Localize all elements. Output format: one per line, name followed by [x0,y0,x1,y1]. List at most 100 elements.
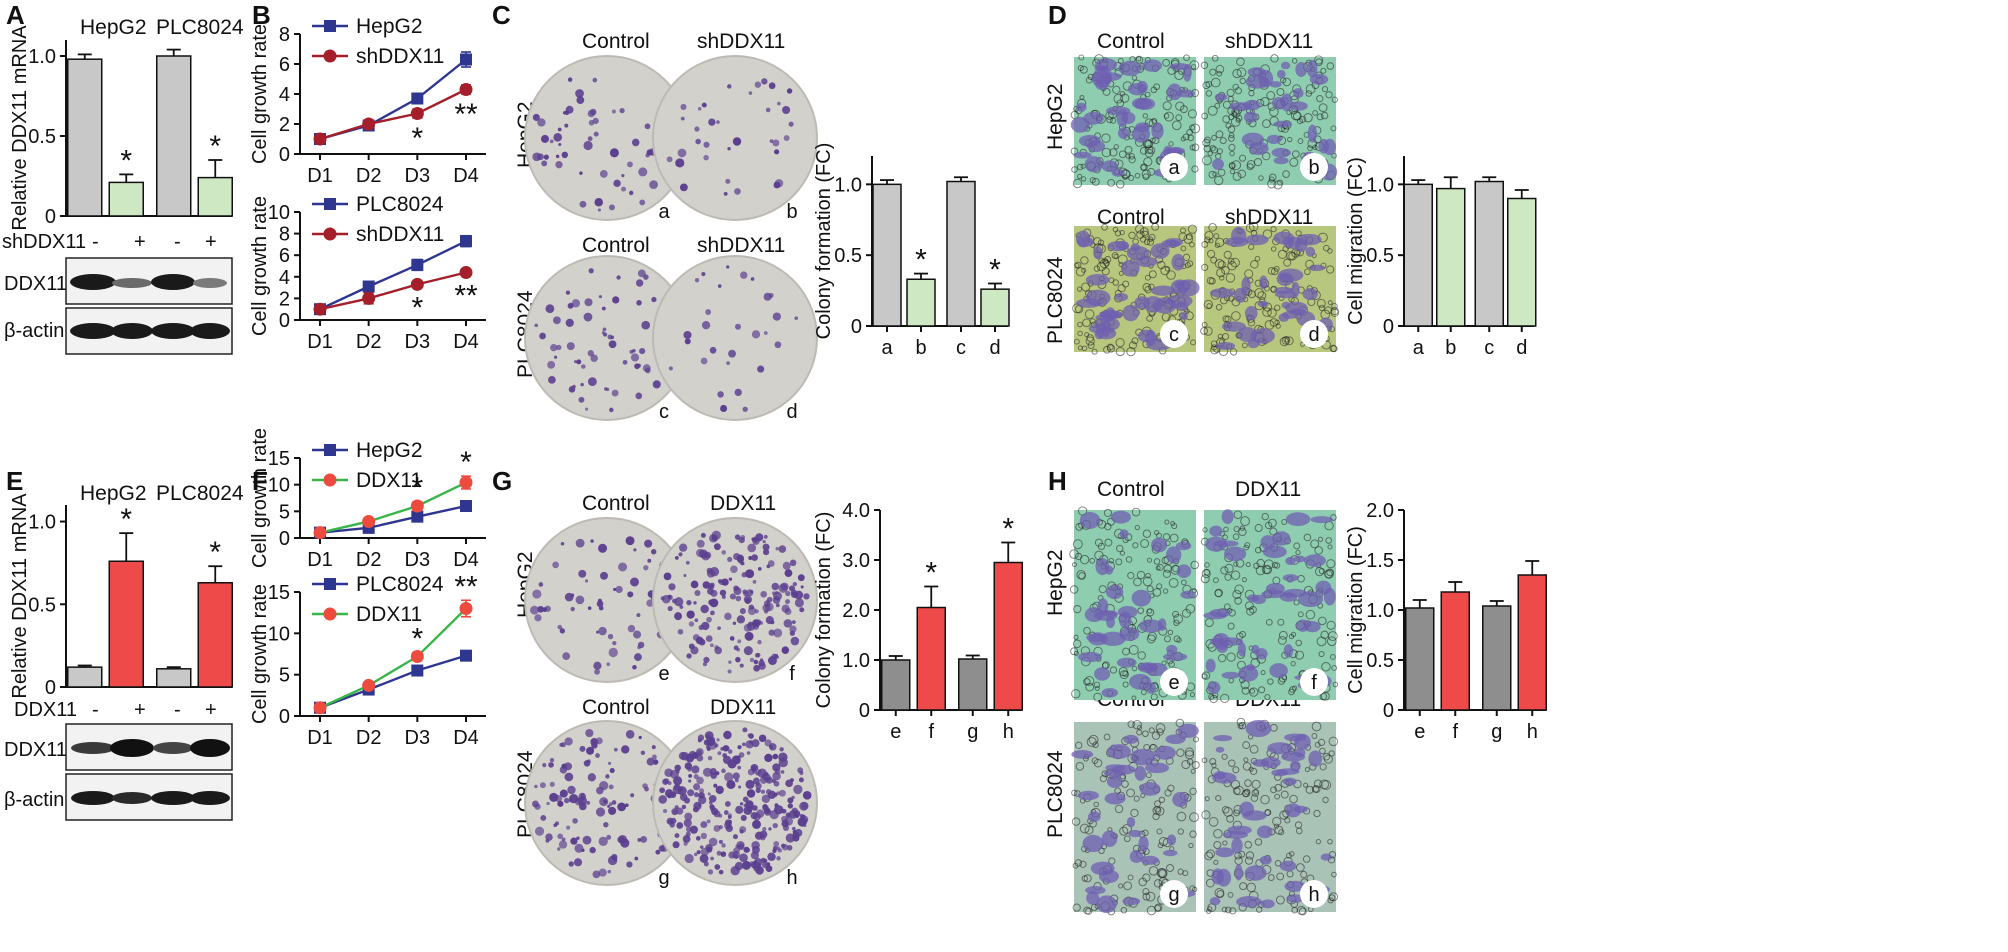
panel-label-g: G [492,466,512,496]
pore [1260,794,1270,805]
pore [1327,838,1333,845]
colony [658,845,666,852]
colony [585,407,589,411]
image-label-badge [1160,668,1188,696]
colony [588,119,595,126]
colony [785,599,790,605]
pore [1077,64,1084,72]
pore [1227,892,1234,898]
pore [1244,788,1251,795]
colony [675,158,685,168]
pore [1084,825,1094,835]
migrated-cell [1278,313,1290,322]
pore [1321,661,1331,672]
pore [1200,327,1209,335]
legend-marker [323,227,337,241]
pore [1222,840,1228,846]
pore [1155,565,1161,571]
pore [1297,138,1304,145]
y-tick-label: 0 [279,310,290,332]
colony [676,807,684,815]
colony [726,361,730,365]
image-label: c [1169,324,1179,346]
colony [717,284,722,288]
migrated-cell [1241,132,1265,147]
pore [1270,267,1279,276]
migrated-cell [1116,657,1137,668]
colony [599,169,608,178]
colony [758,734,767,743]
pore [1248,90,1255,97]
colony [580,382,584,387]
panel-label-h: H [1048,466,1067,496]
pore [1115,179,1125,189]
y-axis-label: Colony formation (FC) [813,143,835,340]
pore [1224,563,1234,573]
pore [1206,849,1216,859]
colony-dish: c [524,255,690,423]
bar [1507,197,1537,327]
pore [1232,171,1242,181]
pore [1213,840,1222,850]
legend-marker [323,473,337,487]
y-tick-label: 1.0 [842,650,870,672]
migrated-cell [1131,589,1152,607]
colony [626,861,633,868]
colony [587,136,593,142]
colony [581,364,586,369]
colony [579,745,586,752]
data-point [313,132,327,146]
pore [1329,654,1336,660]
migrated-cell [1114,292,1129,302]
colony [696,776,704,785]
y-axis-label: Cell growth rate [249,24,271,164]
colony [642,364,651,373]
colony [788,121,794,127]
colony [707,869,714,875]
colony [771,779,776,783]
pore [1080,256,1089,265]
bar [1403,183,1433,327]
pore [1331,152,1337,159]
migrated-cell [1090,861,1115,876]
y-tick-label: 0.5 [1366,650,1394,672]
colony [767,852,776,861]
pore [1201,673,1208,680]
colony [557,800,564,807]
colony [610,335,615,340]
pore [1103,508,1112,517]
migrated-cell [1209,525,1223,537]
pore [1132,720,1142,730]
pore [1239,882,1248,891]
colony [773,181,781,189]
pore [1201,757,1208,764]
migrated-cell [1283,644,1294,658]
migrated-cell [1163,652,1188,661]
pore [1076,286,1083,292]
pore [1115,347,1125,357]
g-col-ddx11-2: DDX11 [710,696,776,719]
colony [530,605,539,615]
pore [1089,177,1096,184]
y-tick-label: 2 [279,288,290,310]
pore [1228,132,1235,139]
bar [108,181,144,217]
colony [570,837,578,845]
legend-marker [324,198,336,210]
colony [731,755,741,765]
pore [1245,851,1255,860]
colony [686,653,692,659]
bar [67,58,103,217]
pore [1288,688,1295,696]
colony [598,295,603,299]
pore [1106,344,1116,353]
pore [1162,533,1171,541]
colony [793,810,801,818]
migrated-cell [1175,541,1192,551]
e-treat-sign: - [92,699,99,721]
colony [709,768,717,776]
colony [741,742,746,747]
colony [710,610,715,616]
migration-image: g [1071,718,1200,916]
